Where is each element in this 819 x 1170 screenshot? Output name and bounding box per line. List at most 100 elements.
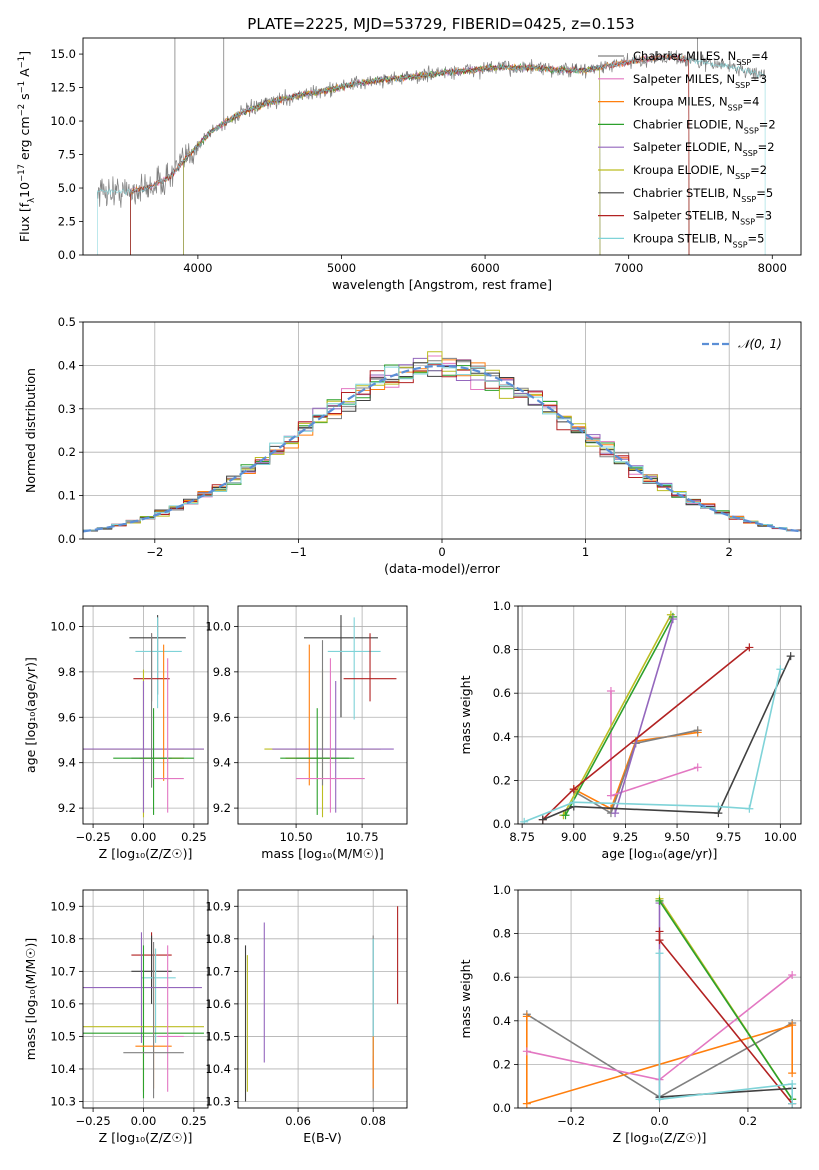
y-tick-label: 0.6 bbox=[493, 970, 511, 984]
weight-point-marker bbox=[745, 804, 754, 813]
x-axis-label: wavelength [Angstrom, rest frame] bbox=[332, 277, 552, 292]
x-axis-label: E(B-V) bbox=[303, 1130, 342, 1145]
weight-point-marker bbox=[693, 763, 702, 772]
y-tick-label: 10.8 bbox=[205, 932, 231, 946]
y-axis-label-part: −2 bbox=[17, 104, 27, 117]
y-tick-label: 10.6 bbox=[205, 997, 231, 1011]
y-axis-label-part: 10 bbox=[17, 182, 32, 198]
axes-frame bbox=[517, 605, 802, 825]
x-tick-label: −0.2 bbox=[557, 1114, 585, 1128]
x-tick-label: 4000 bbox=[183, 261, 212, 275]
x-axis-label: Z [log₁₀(Z/Z☉)] bbox=[99, 1130, 193, 1145]
x-tick-label: 0.00 bbox=[131, 830, 157, 844]
weight-age-series bbox=[520, 610, 795, 824]
x-tick-label: 9.50 bbox=[664, 830, 690, 844]
axes-frame bbox=[82, 321, 802, 540]
model-spectrum-line bbox=[130, 54, 690, 255]
x-tick-label: 0.25 bbox=[181, 830, 207, 844]
y-tick-label: 0.4 bbox=[493, 730, 511, 744]
x-tick-label: 7000 bbox=[614, 261, 643, 275]
weight-point-marker bbox=[606, 687, 615, 696]
y-tick-label: 0.0 bbox=[58, 248, 76, 262]
y-axis-label-part: erg cm bbox=[17, 116, 32, 164]
weight-z-series bbox=[522, 894, 797, 1108]
model-spectrum-line bbox=[130, 52, 690, 255]
y-tick-label: 0.8 bbox=[493, 643, 511, 657]
legend-label-name: Salpeter ELODIE, N bbox=[633, 140, 743, 154]
x-tick-label: 8000 bbox=[758, 261, 787, 275]
model-spectrum-line bbox=[183, 64, 601, 255]
x-axis-label: Z [log₁₀(Z/Z☉)] bbox=[99, 846, 193, 861]
z-mass-errorbars bbox=[83, 932, 204, 1099]
x-tick-label: 1 bbox=[582, 545, 589, 559]
y-tick-label: 0.0 bbox=[58, 532, 76, 546]
y-tick-label: 0.4 bbox=[493, 1014, 511, 1028]
model-spectrum-line bbox=[130, 54, 690, 255]
figure-title: PLATE=2225, MJD=53729, FIBERID=0425, z=0… bbox=[247, 15, 634, 33]
legend-label-name: Salpeter STELIB, N bbox=[633, 209, 740, 223]
y-tick-label: 10.9 bbox=[50, 899, 76, 913]
y-axis-label-part: −17 bbox=[17, 164, 27, 182]
y-tick-label: 7.5 bbox=[58, 148, 76, 162]
legend-label: Chabrier STELIB, NSSP=5 bbox=[633, 186, 773, 204]
y-axis-label-part: ] bbox=[17, 51, 32, 56]
x-tick-label: −0.25 bbox=[75, 1114, 110, 1128]
weight-point-marker bbox=[522, 1047, 531, 1056]
legend-label-eq: =2 bbox=[759, 117, 776, 131]
legend-label-eq: =3 bbox=[755, 209, 772, 223]
weight-point-marker bbox=[569, 785, 578, 794]
y-axis-label-part: −1 bbox=[17, 56, 27, 69]
y-tick-label: 10.0 bbox=[205, 619, 231, 633]
z-age-errorbars bbox=[83, 615, 204, 818]
y-tick-label: 2.5 bbox=[58, 215, 76, 229]
mass-age-errorbars bbox=[264, 615, 397, 818]
weight-point-marker bbox=[606, 791, 615, 800]
x-tick-label: −2 bbox=[146, 545, 163, 559]
weight-point-marker bbox=[561, 811, 570, 820]
y-tick-label: 15.0 bbox=[50, 47, 76, 61]
weight-age-panel: 8.75 9.00 9.25 9.50 9.75 10.00 0.0 0.2 0.4 0.6 0.8… bbox=[458, 599, 802, 861]
normal-curve-line bbox=[83, 364, 801, 533]
y-tick-label: 10.4 bbox=[50, 1062, 76, 1076]
y-axis-label: age [log₁₀(age/yr)] bbox=[23, 657, 38, 773]
legend-label: Salpeter STELIB, NSSP=3 bbox=[633, 209, 772, 227]
weight-point-marker bbox=[788, 1080, 797, 1089]
weight-point-marker bbox=[655, 949, 664, 958]
y-axis-label-part: A bbox=[17, 68, 32, 81]
y-tick-label: 10.7 bbox=[205, 964, 231, 978]
legend-label: Kroupa STELIB, NSSP=5 bbox=[633, 231, 764, 249]
x-tick-label: 9.75 bbox=[716, 830, 742, 844]
y-tick-label: 12.5 bbox=[50, 81, 76, 95]
x-tick-label: 9.25 bbox=[613, 830, 639, 844]
y-tick-label: 0.6 bbox=[493, 686, 511, 700]
legend-label-sub: SSP bbox=[744, 126, 759, 135]
z-mass-panel: −0.25 0.00 0.25 10.3 10.4 10.5 10.6 10.7 10.8 10.… bbox=[23, 889, 209, 1145]
spectrum-panel: 4000 5000 6000 7000 8000 0.0 2.5 5.0 7.5 10.0 12.5… bbox=[17, 37, 802, 292]
y-tick-label: 10.3 bbox=[50, 1094, 76, 1108]
x-tick-label: 10.75 bbox=[346, 830, 379, 844]
y-tick-label: 9.2 bbox=[213, 801, 231, 815]
weight-series-line bbox=[562, 614, 672, 816]
y-axis-label: mass weight bbox=[458, 959, 473, 1038]
residuals-panel: −2 −1 0 1 2 0.0 0.1 0.2 0.3 0.4 0.5 (data-model)/er… bbox=[23, 315, 802, 576]
y-tick-label: 0.8 bbox=[493, 927, 511, 941]
x-tick-label: 0.0 bbox=[650, 1114, 668, 1128]
x-tick-label: 0.25 bbox=[181, 1114, 207, 1128]
y-tick-label: 0.0 bbox=[493, 1101, 511, 1115]
weight-series-line bbox=[659, 1087, 793, 1098]
weight-point-marker bbox=[745, 643, 754, 652]
legend-label-name: Kroupa STELIB, N bbox=[633, 231, 733, 245]
legend-label-sub: SSP bbox=[736, 58, 751, 67]
weight-point-marker bbox=[655, 927, 664, 936]
axes-frame bbox=[517, 889, 802, 1109]
axes-frame bbox=[237, 889, 408, 1109]
legend-label: Chabrier MILES, NSSP=4 bbox=[633, 49, 768, 67]
y-axis-label-part: s bbox=[17, 93, 32, 104]
y-tick-label: 0.2 bbox=[58, 445, 76, 459]
weight-point-marker bbox=[611, 809, 620, 818]
weight-series-line bbox=[658, 953, 793, 1104]
legend-label-eq: =5 bbox=[756, 186, 773, 200]
y-tick-label: 0.5 bbox=[58, 315, 76, 329]
x-tick-label: 0.00 bbox=[131, 1114, 157, 1128]
